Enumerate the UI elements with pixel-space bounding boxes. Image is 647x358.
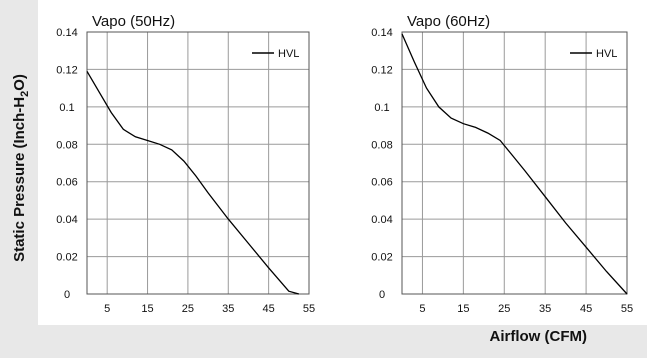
chart-1-x-tick-label: 35 [222,303,234,315]
chart-2-x-tick-label: 35 [539,303,551,315]
chart-1-x-tick-label: 5 [104,303,110,315]
chart-1-y-tick-label: 0 [64,289,70,301]
chart-2-y-tick-label: 0.02 [371,252,392,264]
svg-text:Static Pressure (Inch-H2O): Static Pressure (Inch-H2O) [11,74,31,262]
chart-1-x-tick-label: 25 [182,303,194,315]
chart-2-y-tick-label: 0.04 [371,214,392,226]
chart-1-series-line-hvl [86,70,300,295]
chart-1-legend-label: HVL [278,48,299,60]
chart-2-y-tick-label: 0.06 [371,177,392,189]
chart-2-plot-area [402,32,627,294]
y-axis-label-text: Static Pressure (Inch-H [11,97,28,262]
y-axis-label-suffix: O) [11,74,28,91]
chart-1-plot-area [87,32,309,294]
chart-2-x-tick-label: 15 [457,303,469,315]
chart-2-legend-label: HVL [596,48,617,60]
chart-2-title: Vapo (60Hz) [407,13,490,30]
chart-1-x-tick-label: 55 [303,303,315,315]
chart-1-y-tick-label: 0.12 [56,64,77,76]
y-axis-label-subscript: 2 [19,91,31,97]
chart-2-y-tick-label: 0 [379,289,385,301]
chart-1-y-tick-label: 0.14 [56,27,77,39]
chart-2-y-tick-label: 0.08 [371,139,392,151]
chart-2-series-line-hvl [401,33,628,295]
chart-1-x-tick-label: 15 [141,303,153,315]
chart-1-y-tick-label: 0.06 [56,177,77,189]
x-axis-label: Airflow (CFM) [489,328,587,345]
chart-1-y-tick-label: 0.08 [56,139,77,151]
chart-2-x-tick-label: 5 [419,303,425,315]
chart-2-x-tick-label: 25 [498,303,510,315]
chart-2-x-tick-label: 55 [621,303,633,315]
chart-2-y-tick-label: 0.1 [374,102,389,114]
chart-1-frame [86,31,310,295]
chart-2-x-tick-label: 45 [580,303,592,315]
chart-1-y-tick-label: 0.04 [56,214,77,226]
y-axis-label: Static Pressure (Inch-H2O) [11,74,31,262]
chart-1-title: Vapo (50Hz) [92,13,175,30]
chart-1-y-tick-label: 0.02 [56,252,77,264]
chart-2-frame [401,31,628,295]
chart-1-x-tick-label: 45 [263,303,275,315]
chart-2-y-tick-label: 0.14 [371,27,392,39]
chart-1-y-tick-label: 0.1 [59,102,74,114]
chart-2-y-tick-label: 0.12 [371,64,392,76]
